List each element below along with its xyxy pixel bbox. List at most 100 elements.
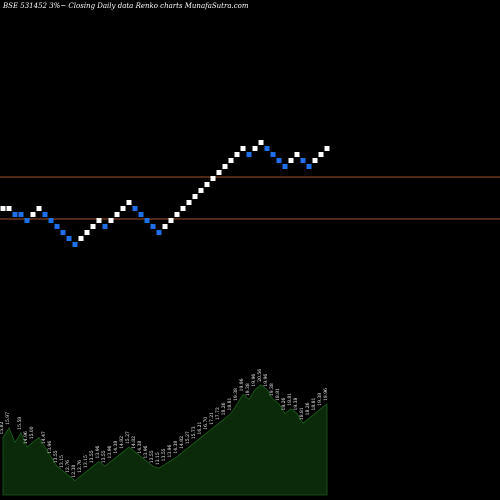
renko-brick-28 [168, 218, 174, 223]
renko-bricks [0, 140, 330, 247]
volume-label-5: 14.47 [41, 431, 47, 444]
renko-brick-21 [126, 200, 132, 205]
volume-label-22: 13.96 [143, 445, 149, 458]
renko-brick-1 [6, 206, 12, 211]
renko-brick-40 [240, 146, 246, 151]
renko-brick-24 [144, 218, 150, 223]
renko-brick-45 [270, 152, 276, 157]
volume-label-11: 12.76 [77, 460, 83, 473]
renko-brick-3 [18, 212, 24, 217]
renko-brick-33 [198, 188, 204, 193]
renko-brick-52 [312, 158, 318, 163]
volume-label-0: 15.82 [0, 421, 5, 434]
volume-label-45: 18.26 [281, 398, 287, 411]
volume-label-52: 19.96 [323, 388, 329, 401]
volume-label-2: 15.58 [17, 417, 23, 430]
renko-brick-54 [324, 146, 330, 151]
renko-brick-31 [186, 200, 192, 205]
volume-label-19: 15.27 [125, 431, 131, 444]
renko-brick-30 [180, 206, 186, 211]
volume-label-43: 19.38 [269, 383, 275, 396]
renko-brick-35 [210, 176, 216, 181]
renko-brick-17 [102, 224, 108, 229]
renko-brick-49 [294, 152, 300, 157]
renko-brick-50 [300, 158, 306, 163]
renko-brick-8 [48, 218, 54, 223]
renko-brick-13 [78, 236, 84, 241]
renko-brick-36 [216, 170, 222, 175]
volume-label-10: 12.38 [71, 465, 77, 478]
renko-brick-37 [222, 164, 228, 169]
renko-brick-4 [24, 218, 30, 223]
volume-label-3: 14.96 [23, 431, 29, 444]
renko-brick-48 [288, 158, 294, 163]
support-lines [0, 176, 500, 220]
renko-brick-26 [156, 230, 162, 235]
renko-brick-6 [36, 206, 42, 211]
renko-brick-29 [174, 212, 180, 217]
volume-label-39: 19.38 [245, 383, 251, 396]
renko-brick-46 [276, 158, 282, 163]
volume-label-27: 14.38 [173, 441, 179, 454]
volume-label-29: 15.27 [185, 431, 191, 444]
volume-label-13: 13.55 [89, 450, 95, 463]
volume-label-44: 18.81 [275, 388, 281, 401]
renko-brick-39 [234, 152, 240, 157]
volume-label-6: 13.96 [47, 441, 53, 454]
volume-label-1: 15.97 [5, 412, 11, 425]
volume-label-34: 17.73 [215, 407, 221, 420]
volume-label-12: 13.15 [83, 455, 89, 468]
renko-brick-27 [162, 224, 168, 229]
renko-brick-32 [192, 194, 198, 199]
renko-brick-53 [318, 152, 324, 157]
volume-label-35: 18.26 [221, 402, 227, 415]
renko-brick-23 [138, 212, 144, 217]
volume-label-28: 14.82 [179, 436, 185, 449]
volume-label-38: 19.96 [239, 378, 245, 391]
renko-brick-5 [30, 212, 36, 217]
renko-brick-18 [108, 218, 114, 223]
volume-label-9: 12.76 [65, 460, 71, 473]
renko-brick-15 [90, 224, 96, 229]
volume-label-16: 13.96 [107, 445, 113, 458]
volume-label-8: 13.15 [59, 455, 65, 468]
renko-brick-43 [258, 140, 264, 145]
renko-brick-42 [252, 146, 258, 151]
volume-label-37: 19.38 [233, 388, 239, 401]
volume-label-48: 18.81 [299, 407, 305, 420]
renko-brick-41 [246, 152, 252, 157]
volume-label-15: 13.55 [101, 450, 107, 463]
renko-brick-7 [42, 212, 48, 217]
volume-label-24: 13.15 [155, 452, 161, 465]
volume-label-50: 18.81 [311, 398, 317, 411]
volume-label-46: 18.81 [287, 393, 293, 406]
volume-label-21: 14.38 [137, 441, 143, 454]
volume-label-18: 14.82 [119, 436, 125, 449]
volume-label-36: 18.81 [227, 398, 233, 411]
volume-label-47: 19.38 [293, 398, 299, 411]
volume-label-32: 16.70 [203, 417, 209, 430]
volume-label-4: 15.00 [29, 426, 35, 439]
volume-label-23: 13.55 [149, 450, 155, 463]
renko-brick-20 [120, 206, 126, 211]
renko-brick-12 [72, 242, 78, 247]
renko-brick-16 [96, 218, 102, 223]
renko-brick-11 [66, 236, 72, 241]
volume-label-41: 20.56 [257, 369, 263, 382]
chart-title: BSE 531452 3%~ Closing Daily data Renko … [2, 2, 249, 10]
renko-brick-9 [54, 224, 60, 229]
volume-area [2, 384, 328, 496]
renko-brick-10 [60, 230, 66, 235]
renko-brick-47 [282, 164, 288, 169]
volume-label-20: 14.82 [131, 436, 137, 449]
renko-brick-2 [12, 212, 18, 217]
renko-brick-44 [264, 146, 270, 151]
volume-label-42: 19.96 [263, 374, 269, 387]
volume-label-40: 19.96 [251, 374, 257, 387]
renko-brick-51 [306, 164, 312, 169]
volume-label-26: 13.96 [167, 444, 173, 457]
renko-brick-22 [132, 206, 138, 211]
volume-label-25: 13.55 [161, 448, 167, 461]
renko-brick-0 [0, 206, 6, 211]
